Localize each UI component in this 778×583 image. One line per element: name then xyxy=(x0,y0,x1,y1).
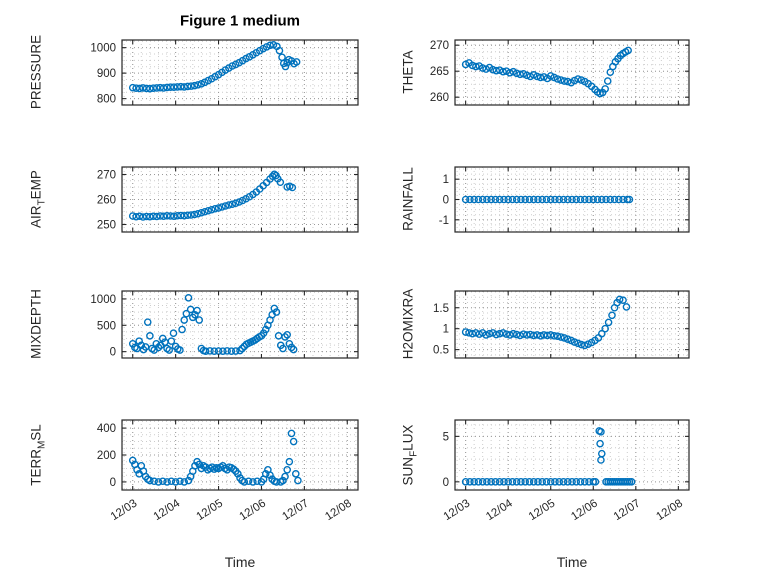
y-axis-label-sunflux: SUNFLUX xyxy=(400,424,420,486)
svg-text:250: 250 xyxy=(97,220,116,232)
svg-text:12/06: 12/06 xyxy=(237,497,268,523)
y-axis-label-theta: THETA xyxy=(400,50,416,94)
y-axis-label-h2omixra: H2OMIXRA xyxy=(400,288,416,360)
svg-text:1: 1 xyxy=(443,174,449,186)
figure-title: Figure 1 medium xyxy=(179,12,301,30)
svg-text:270: 270 xyxy=(97,170,116,182)
svg-text:-1: -1 xyxy=(439,215,449,227)
svg-text:260: 260 xyxy=(430,92,449,104)
svg-text:12/03: 12/03 xyxy=(442,497,473,523)
svg-text:900: 900 xyxy=(97,68,116,80)
svg-text:12/08: 12/08 xyxy=(323,497,354,523)
svg-text:500: 500 xyxy=(97,320,116,332)
y-axis-label-rainfall: RAINFALL xyxy=(400,167,416,231)
svg-text:0: 0 xyxy=(443,477,449,489)
svg-text:0: 0 xyxy=(443,195,449,207)
svg-text:12/05: 12/05 xyxy=(195,497,226,523)
svg-text:0.5: 0.5 xyxy=(433,345,449,357)
x-axis-label-right: Time xyxy=(556,554,588,570)
svg-text:265: 265 xyxy=(430,66,449,78)
svg-text:200: 200 xyxy=(97,450,116,462)
svg-text:12/03: 12/03 xyxy=(109,497,140,523)
svg-text:800: 800 xyxy=(97,94,116,106)
svg-text:400: 400 xyxy=(97,423,116,435)
svg-text:12/07: 12/07 xyxy=(280,497,311,523)
svg-text:5: 5 xyxy=(443,431,449,443)
y-axis-label-airtemp: AIRTEMP xyxy=(28,170,48,228)
svg-text:0: 0 xyxy=(110,347,116,359)
svg-text:1000: 1000 xyxy=(90,294,116,306)
svg-text:12/06: 12/06 xyxy=(569,497,600,523)
svg-text:270: 270 xyxy=(430,40,449,52)
x-axis-label-left: Time xyxy=(224,554,256,570)
svg-text:260: 260 xyxy=(97,195,116,207)
svg-text:12/04: 12/04 xyxy=(484,497,515,523)
svg-text:0: 0 xyxy=(110,477,116,489)
y-axis-label-terrmsl: TERRMSL xyxy=(28,424,48,486)
y-axis-label-mixdepth: MIXDEPTH xyxy=(28,289,44,359)
y-axis-label-pressure: PRESSURE xyxy=(28,34,44,110)
svg-text:1: 1 xyxy=(443,324,449,336)
svg-text:12/08: 12/08 xyxy=(654,497,685,523)
svg-text:1.5: 1.5 xyxy=(433,303,449,315)
svg-text:1000: 1000 xyxy=(90,43,116,55)
svg-text:12/04: 12/04 xyxy=(152,497,183,523)
svg-text:12/07: 12/07 xyxy=(612,497,643,523)
svg-text:12/05: 12/05 xyxy=(527,497,558,523)
